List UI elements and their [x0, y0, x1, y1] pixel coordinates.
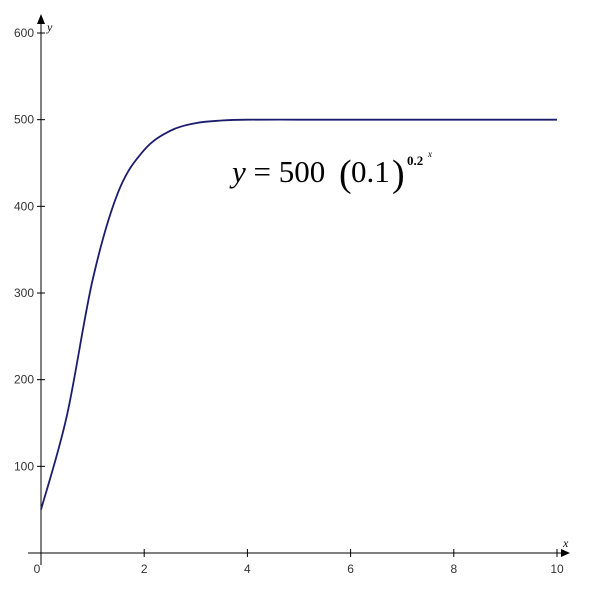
x-tick-label: 4	[244, 562, 251, 576]
y-tick-label: 600	[14, 26, 34, 40]
equation-base: 0.1	[351, 154, 390, 189]
equation-open-paren: (	[339, 153, 352, 195]
y-axis-arrowhead	[37, 14, 45, 24]
x-tick-label: 2	[141, 562, 148, 576]
series-group	[40, 118, 557, 510]
y-axis-label: y	[46, 20, 53, 34]
equation-exponent: 0.2	[407, 153, 423, 168]
y-tick-label: 100	[14, 459, 34, 473]
x-axis-arrowhead	[561, 549, 570, 557]
series-line	[40, 118, 557, 510]
axes: x y	[28, 14, 570, 565]
equation-close-paren: )	[392, 153, 405, 195]
equation-main: y = 500	[229, 154, 325, 189]
y-ticks: 100 200 300 400 500 600	[14, 26, 45, 473]
y-tick-label: 300	[14, 286, 34, 300]
x-axis-label: x	[562, 536, 569, 550]
x-tick-label: 10	[550, 562, 564, 576]
equation-exponent-power: x	[427, 149, 432, 159]
x-tick-label: 8	[450, 562, 457, 576]
y-tick-label: 400	[14, 199, 34, 213]
y-tick-label: 200	[14, 373, 34, 387]
equation-annotation: y = 500 ( 0.1 ) 0.2 x	[229, 149, 432, 195]
x-tick-label: 0	[34, 562, 41, 576]
y-tick-label: 500	[14, 113, 34, 127]
x-ticks: 0 2 4 6 8 10	[34, 549, 564, 576]
x-tick-label: 6	[347, 562, 354, 576]
